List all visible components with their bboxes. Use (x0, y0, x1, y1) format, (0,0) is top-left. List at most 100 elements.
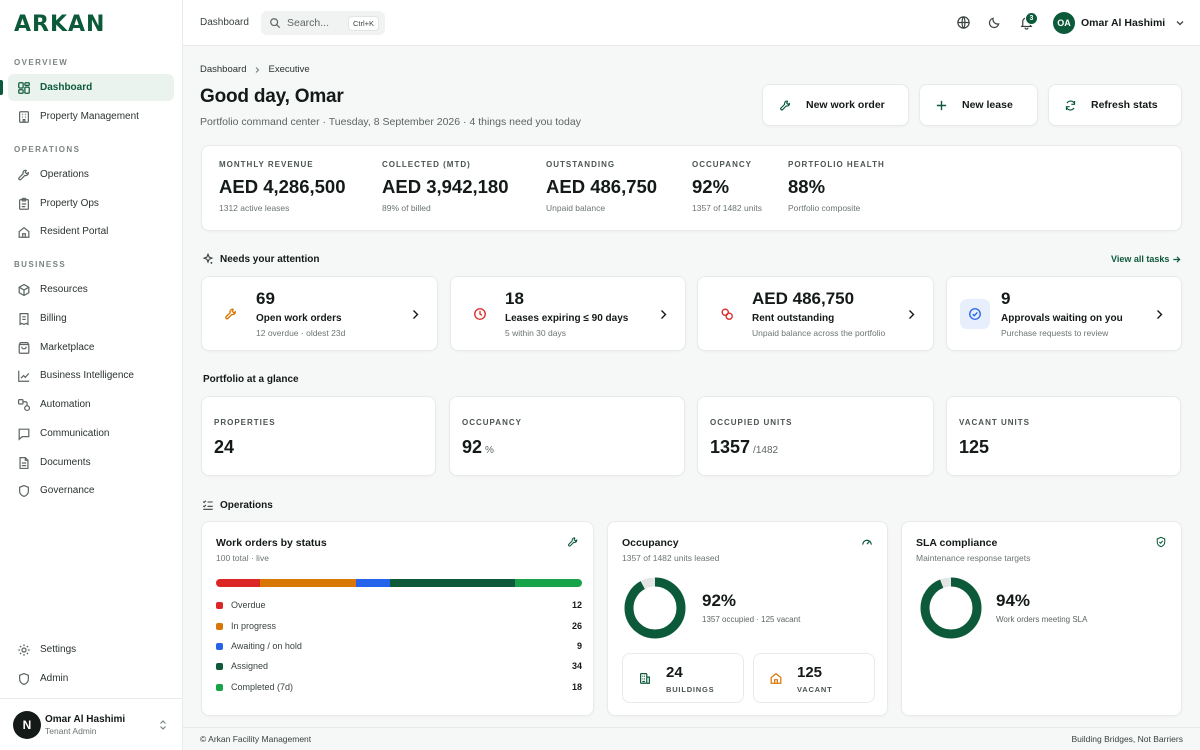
nav-section-overview: OVERVIEW (14, 58, 69, 67)
status-count: 9 (576, 641, 582, 651)
sidebar-item-resident-portal[interactable]: Resident Portal (8, 218, 174, 245)
avatar: OA (1053, 12, 1075, 34)
glance-card-occupied-units: OCCUPIED UNITS 1357/1482 (697, 396, 934, 476)
work-orders-card: Work orders by status 100 total · live O… (201, 521, 594, 716)
button-label: New work order (806, 99, 885, 111)
clock-icon (474, 308, 486, 320)
bar-segment-awaiting-on-hold (356, 579, 390, 587)
view-all-tasks-link[interactable]: View all tasks (1111, 254, 1181, 264)
kpi-label: OUTSTANDING (546, 160, 616, 169)
moon-icon[interactable] (987, 15, 1002, 30)
sidebar-item-automation[interactable]: Automation (8, 391, 174, 418)
sidebar-item-business-intelligence[interactable]: Business Intelligence (8, 362, 174, 389)
glance-label: OCCUPIED UNITS (710, 418, 793, 427)
card-subtitle: 100 total · live (216, 553, 269, 563)
glance-number: 1357 (710, 437, 751, 457)
mini-stat-buildings: 24 BUILDINGS (622, 653, 744, 703)
attention-card-rent-outstanding[interactable]: AED 486,750 Rent outstanding Unpaid bala… (697, 276, 934, 351)
status-label: Assigned (231, 661, 269, 671)
kpi-value: AED 486,750 (546, 176, 658, 197)
wrench-icon (18, 169, 29, 180)
globe-icon[interactable] (956, 15, 971, 30)
legend-swatch (216, 622, 223, 630)
sidebar-item-billing[interactable]: Billing (8, 305, 174, 332)
sidebar-item-documents[interactable]: Documents (8, 449, 174, 476)
status-count: 34 (571, 661, 582, 671)
new-work-order-button[interactable]: New work order (762, 84, 909, 126)
refresh-stats-button[interactable]: Refresh stats (1048, 84, 1182, 126)
kpi-monthly-revenue: MONTHLY REVENUE AED 4,286,500 1312 activ… (219, 160, 346, 213)
search-box[interactable]: Ctrl+K (261, 11, 385, 35)
button-label: Refresh stats (1091, 99, 1158, 111)
glance-label: VACANT UNITS (959, 418, 1030, 427)
bar-segment-assigned (389, 579, 516, 587)
glance-number: 92 (462, 437, 483, 457)
gauge-icon (862, 539, 872, 545)
list-checks-icon (202, 500, 213, 510)
card-subtitle: Maintenance response targets (916, 553, 1031, 563)
topbar: Dashboard Ctrl+K 3 OA Omar Al Hashimi (183, 0, 1200, 46)
sidebar-item-property-ops[interactable]: Property Ops (8, 190, 174, 217)
kpi-label: OCCUPANCY (692, 160, 752, 169)
breadcrumb: Dashboard Executive (200, 64, 310, 75)
kpi-label: PORTFOLIO HEALTH (788, 160, 885, 169)
sidebar-item-dashboard[interactable]: Dashboard (0, 74, 174, 101)
button-label: New lease (962, 99, 1013, 111)
gear-icon (18, 643, 30, 656)
plus-icon (936, 100, 947, 110)
brand-logo[interactable]: ARKAN (14, 11, 106, 37)
sidebar-item-label: Documents (40, 457, 91, 468)
search-icon (270, 18, 281, 29)
work-orders-stacked-bar (216, 579, 582, 587)
sidebar-item-operations[interactable]: Operations (8, 161, 174, 188)
sidebar-item-label: Marketplace (40, 342, 95, 353)
section-title-glance: Portfolio at a glance (203, 374, 299, 385)
attention-card-work-orders[interactable]: 69 Open work orders 12 overdue · oldest … (201, 276, 438, 351)
sidebar-item-admin[interactable]: Admin (8, 665, 174, 692)
kpi-outstanding: OUTSTANDING AED 486,750 Unpaid balance (546, 160, 657, 213)
sidebar-item-settings[interactable]: Settings (8, 636, 174, 663)
sidebar-item-label: Operations (40, 169, 89, 180)
sidebar-item-communication[interactable]: Communication (8, 420, 174, 447)
sidebar-item-label: Property Management (40, 111, 139, 122)
legend-swatch (216, 642, 223, 650)
attention-value: AED 486,750 (752, 289, 855, 308)
section-title: Needs your attention (220, 253, 320, 265)
sidebar-user[interactable]: N Omar Al Hashimi Tenant Admin (0, 698, 183, 750)
sidebar-item-label: Resident Portal (40, 226, 109, 237)
wrench-icon (568, 537, 578, 547)
topbar-breadcrumb[interactable]: Dashboard (200, 17, 249, 28)
search-input[interactable] (287, 17, 345, 29)
attention-card-leases-expiring[interactable]: 18 Leases expiring ≤ 90 days 5 within 30… (450, 276, 686, 351)
sidebar-item-property-management[interactable]: Property Management (8, 103, 174, 130)
glance-number: 24 (214, 437, 235, 457)
attention-icon-wrap (217, 300, 245, 328)
bar-segment-overdue (216, 579, 261, 587)
user-menu[interactable]: OA Omar Al Hashimi (1053, 12, 1185, 34)
chevron-up-down-icon[interactable] (158, 719, 168, 731)
kpi-label: COLLECTED (MTD) (382, 160, 471, 169)
attention-sub: 5 within 30 days (505, 328, 566, 338)
kpi-sub: Portfolio composite (788, 203, 861, 213)
sparkle-icon (202, 253, 214, 264)
status-row-completed: Completed (7d) 18 (216, 680, 582, 694)
user-name: Omar Al Hashimi (1081, 17, 1166, 29)
line-chart-icon (18, 370, 30, 382)
attention-card-approvals[interactable]: 9 Approvals waiting on you Purchase requ… (946, 276, 1182, 351)
legend-swatch (216, 662, 223, 670)
status-count: 26 (571, 621, 582, 631)
kpi-value: AED 3,942,180 (382, 176, 509, 197)
sidebar-item-governance[interactable]: Governance (8, 477, 174, 504)
card-title: SLA compliance (916, 537, 998, 549)
brand-name: ARKAN (14, 11, 106, 37)
bar-segment-completed-7d (515, 579, 582, 587)
mini-label: VACANT (797, 685, 833, 694)
status-label: In progress (231, 621, 277, 631)
new-lease-button[interactable]: New lease (919, 84, 1038, 126)
sidebar-item-marketplace[interactable]: Marketplace (8, 334, 174, 361)
breadcrumb-item[interactable]: Dashboard (200, 64, 247, 75)
message-icon (18, 428, 30, 441)
page-subtitle: Portfolio command center · Tuesday, 8 Se… (200, 116, 581, 128)
search-shortcut: Ctrl+K (348, 15, 380, 31)
sidebar-item-resources[interactable]: Resources (8, 276, 174, 303)
